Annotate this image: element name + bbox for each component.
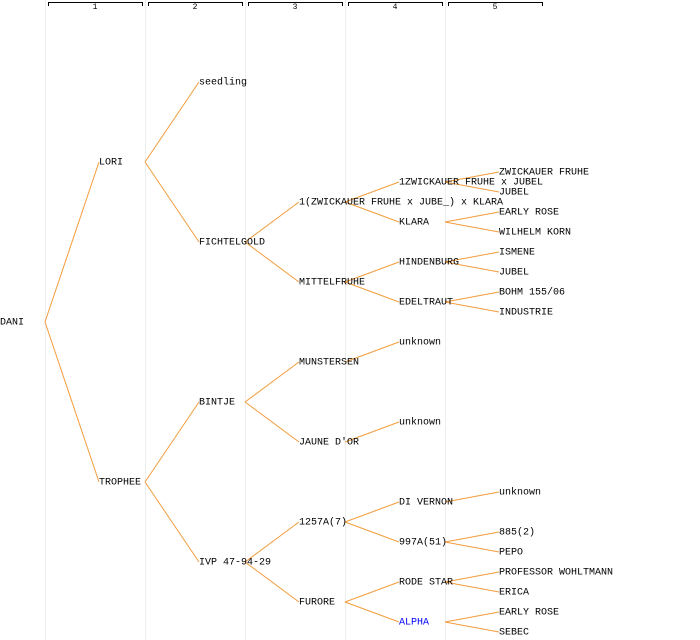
node-label: 885(2) bbox=[499, 527, 535, 539]
node-label: PEPO bbox=[499, 548, 523, 559]
edge bbox=[144, 81, 200, 163]
column-header: 3 bbox=[293, 3, 298, 12]
edge bbox=[444, 171, 500, 183]
column-bracket bbox=[48, 2, 143, 6]
node-label: EARLY ROSE bbox=[499, 208, 559, 219]
node-label: BOHM 155/06 bbox=[499, 287, 565, 299]
node-label: FURORE bbox=[299, 598, 335, 609]
edge bbox=[444, 611, 500, 623]
node-label: ISMENE bbox=[499, 248, 535, 259]
node-label: TROPHEE bbox=[99, 478, 141, 489]
node-label: ERICA bbox=[499, 588, 529, 599]
edge bbox=[144, 481, 200, 563]
edge bbox=[444, 211, 500, 223]
edge bbox=[444, 581, 500, 593]
edge bbox=[244, 521, 300, 563]
node-label: unknown bbox=[399, 417, 441, 429]
column-header: 1 bbox=[93, 3, 98, 12]
edge bbox=[144, 401, 200, 483]
node-label: JAUNE D'OR bbox=[299, 437, 359, 449]
node-label: INDUSTRIE bbox=[499, 308, 553, 319]
edge bbox=[344, 201, 400, 223]
edge bbox=[444, 621, 500, 633]
column-bracket bbox=[348, 2, 443, 6]
edge bbox=[344, 341, 400, 363]
edge bbox=[344, 261, 400, 283]
column-bracket bbox=[448, 2, 543, 6]
edge bbox=[344, 181, 400, 203]
node-label: EARLY ROSE bbox=[499, 608, 559, 619]
node-label: HINDENBURG bbox=[399, 258, 459, 269]
edge bbox=[44, 161, 100, 323]
edge bbox=[444, 181, 500, 193]
edge bbox=[444, 291, 500, 303]
column-bracket bbox=[248, 2, 343, 6]
node-label: RODE STAR bbox=[399, 578, 453, 589]
node-label: EDELTRAUT bbox=[399, 298, 453, 309]
edge bbox=[444, 251, 500, 263]
node-label: seedling bbox=[199, 77, 247, 89]
node-label: JUBEL bbox=[499, 268, 529, 279]
edge bbox=[244, 241, 300, 283]
edge bbox=[444, 571, 500, 583]
node-label: MITTELFRUHE bbox=[299, 278, 365, 289]
node-label: ZWICKAUER FRUHE bbox=[499, 168, 589, 179]
node-label: LORI bbox=[99, 158, 123, 169]
node-label: SEBEC bbox=[499, 628, 529, 639]
edge bbox=[344, 581, 400, 603]
column-header: 4 bbox=[393, 3, 398, 12]
edge bbox=[444, 261, 500, 273]
node-label: 1(ZWICKAUER FRUHE x JUBE_) x KLARA bbox=[299, 197, 503, 209]
node-label: PROFESSOR WOHLTMANN bbox=[499, 568, 613, 579]
column-bracket bbox=[148, 2, 243, 6]
node-label: FICHTELGOLD bbox=[199, 238, 265, 249]
node-label: BINTJE bbox=[199, 398, 235, 409]
node-label: 1ZWICKAUER FRUHE x JUBEL bbox=[399, 178, 543, 189]
edge bbox=[244, 201, 300, 243]
column-header: 2 bbox=[193, 3, 198, 12]
edge bbox=[444, 531, 500, 543]
edge bbox=[444, 491, 500, 503]
node-label: 1257A(7) bbox=[299, 517, 347, 529]
node-label: KLARA bbox=[399, 218, 429, 229]
node-label: 997A(51) bbox=[399, 537, 447, 549]
edge bbox=[144, 161, 200, 243]
edge bbox=[344, 521, 400, 543]
edge bbox=[344, 501, 400, 523]
node-label: unknown bbox=[499, 487, 541, 499]
edge bbox=[444, 221, 500, 233]
node-label: unknown bbox=[399, 337, 441, 349]
column-header: 5 bbox=[493, 3, 498, 12]
node-label: DI VERNON bbox=[399, 498, 453, 509]
edge bbox=[344, 281, 400, 303]
edge bbox=[344, 421, 400, 443]
node-label: ALPHA bbox=[399, 618, 429, 629]
edge bbox=[244, 561, 300, 603]
edge bbox=[244, 361, 300, 403]
node-label: JUBEL bbox=[499, 188, 529, 199]
node-label: DANI bbox=[0, 318, 24, 329]
edge bbox=[244, 401, 300, 443]
edge bbox=[44, 321, 100, 483]
edge bbox=[444, 541, 500, 553]
node-label: IVP 47-94-29 bbox=[199, 558, 271, 569]
node-label: WILHELM KORN bbox=[499, 228, 571, 239]
edge bbox=[344, 601, 400, 623]
node-label: MUNSTERSEN bbox=[299, 358, 359, 369]
edge bbox=[444, 301, 500, 313]
